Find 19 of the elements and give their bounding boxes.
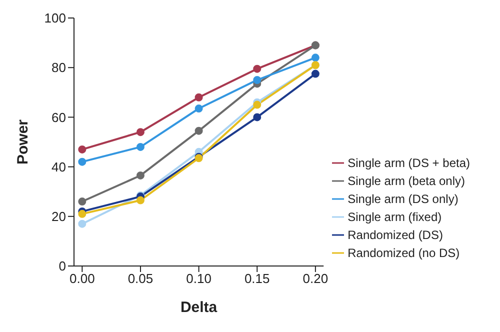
x-axis-title: Delta	[180, 299, 218, 316]
x-tick-label: 0.15	[244, 271, 270, 286]
legend-label: Single arm (fixed)	[348, 210, 442, 224]
y-tick-label: 40	[52, 159, 66, 174]
y-tick-label: 60	[52, 110, 66, 125]
x-tick-label: 0.10	[186, 271, 212, 286]
y-tick-label: 20	[52, 209, 66, 224]
x-tick-label: 0.05	[128, 271, 154, 286]
x-tick-label: 0.20	[302, 271, 328, 286]
y-tick-label: 100	[44, 10, 66, 26]
legend-label: Randomized (DS)	[348, 228, 443, 242]
x-tick-label: 0.00	[70, 271, 95, 286]
legend-label: Single arm (DS only)	[348, 192, 458, 206]
legend-label: Single arm (beta only)	[348, 174, 465, 188]
y-axis-title: Power	[14, 119, 32, 165]
y-tick-label: 0	[58, 258, 66, 274]
legend-label: Single arm (DS + beta)	[348, 156, 470, 170]
legend-label: Randomized (no DS)	[348, 246, 460, 260]
y-tick-label: 80	[52, 60, 66, 76]
